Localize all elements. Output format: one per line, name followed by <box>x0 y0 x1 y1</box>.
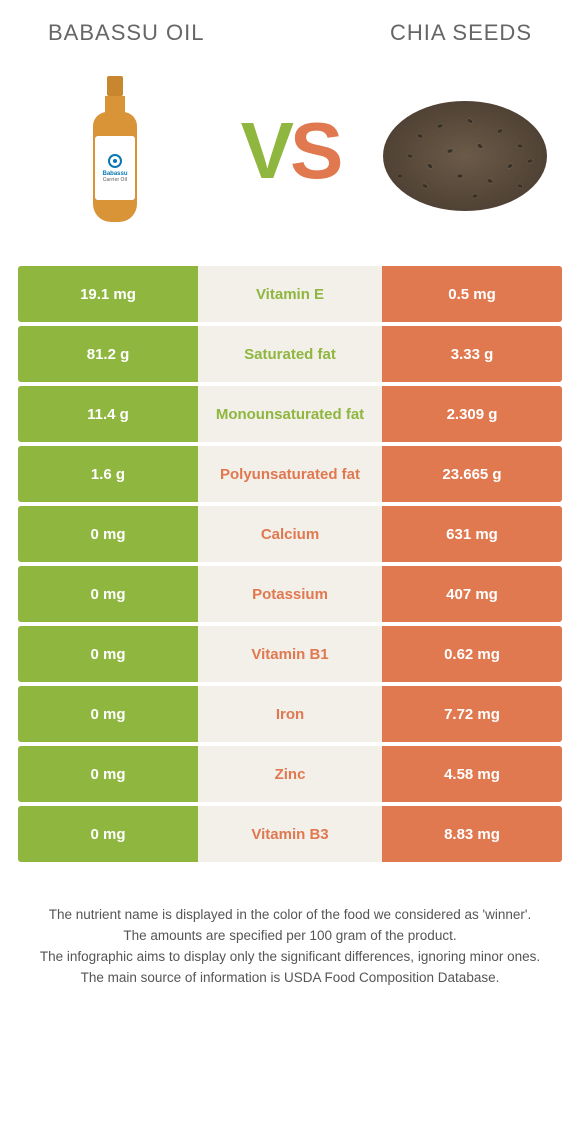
footer-line: The infographic aims to display only the… <box>30 948 550 967</box>
images-row: Babassu Carrier Oil VS <box>0 56 580 266</box>
bottle-label-sub: Carrier Oil <box>103 177 127 183</box>
seeds-icon <box>380 86 550 216</box>
left-value-cell: 1.6 g <box>18 446 198 502</box>
table-row: 0 mgVitamin B10.62 mg <box>18 626 562 682</box>
footer-line: The nutrient name is displayed in the co… <box>30 906 550 925</box>
right-value-cell: 3.33 g <box>382 326 562 382</box>
nutrient-label-cell: Calcium <box>198 506 382 562</box>
table-row: 0 mgIron7.72 mg <box>18 686 562 742</box>
right-value-cell: 8.83 mg <box>382 806 562 862</box>
right-value-cell: 4.58 mg <box>382 746 562 802</box>
footer-notes: The nutrient name is displayed in the co… <box>0 866 580 988</box>
table-row: 11.4 gMonounsaturated fat2.309 g <box>18 386 562 442</box>
table-row: 1.6 gPolyunsaturated fat23.665 g <box>18 446 562 502</box>
table-row: 81.2 gSaturated fat3.33 g <box>18 326 562 382</box>
table-row: 0 mgZinc4.58 mg <box>18 746 562 802</box>
vs-v: V <box>241 106 290 195</box>
left-value-cell: 0 mg <box>18 566 198 622</box>
vs-s: S <box>290 106 339 195</box>
table-row: 19.1 mgVitamin E0.5 mg <box>18 266 562 322</box>
left-food-image: Babassu Carrier Oil <box>30 66 200 236</box>
bottle-icon: Babassu Carrier Oil <box>85 76 145 226</box>
vs-label: VS <box>241 105 340 197</box>
nutrient-label-cell: Zinc <box>198 746 382 802</box>
nutrient-label-cell: Vitamin E <box>198 266 382 322</box>
right-value-cell: 2.309 g <box>382 386 562 442</box>
nutrient-label-cell: Polyunsaturated fat <box>198 446 382 502</box>
footer-line: The main source of information is USDA F… <box>30 969 550 988</box>
nutrient-label-cell: Vitamin B1 <box>198 626 382 682</box>
right-value-cell: 23.665 g <box>382 446 562 502</box>
table-row: 0 mgVitamin B38.83 mg <box>18 806 562 862</box>
footer-line: The amounts are specified per 100 gram o… <box>30 927 550 946</box>
left-food-title: Babassu oil <box>48 20 205 46</box>
left-value-cell: 0 mg <box>18 806 198 862</box>
nutrient-label-cell: Saturated fat <box>198 326 382 382</box>
left-value-cell: 0 mg <box>18 686 198 742</box>
left-value-cell: 0 mg <box>18 506 198 562</box>
left-value-cell: 0 mg <box>18 626 198 682</box>
table-row: 0 mgPotassium407 mg <box>18 566 562 622</box>
nutrient-label-cell: Monounsaturated fat <box>198 386 382 442</box>
left-value-cell: 19.1 mg <box>18 266 198 322</box>
right-value-cell: 631 mg <box>382 506 562 562</box>
nutrient-label-cell: Vitamin B3 <box>198 806 382 862</box>
comparison-table: 19.1 mgVitamin E0.5 mg81.2 gSaturated fa… <box>0 266 580 862</box>
header: Babassu oil Chia seeds <box>0 0 580 56</box>
right-food-image <box>380 66 550 236</box>
right-value-cell: 7.72 mg <box>382 686 562 742</box>
right-value-cell: 0.5 mg <box>382 266 562 322</box>
right-value-cell: 0.62 mg <box>382 626 562 682</box>
nutrient-label-cell: Potassium <box>198 566 382 622</box>
nutrient-label-cell: Iron <box>198 686 382 742</box>
left-value-cell: 81.2 g <box>18 326 198 382</box>
right-value-cell: 407 mg <box>382 566 562 622</box>
left-value-cell: 11.4 g <box>18 386 198 442</box>
right-food-title: Chia seeds <box>390 20 532 46</box>
left-value-cell: 0 mg <box>18 746 198 802</box>
table-row: 0 mgCalcium631 mg <box>18 506 562 562</box>
